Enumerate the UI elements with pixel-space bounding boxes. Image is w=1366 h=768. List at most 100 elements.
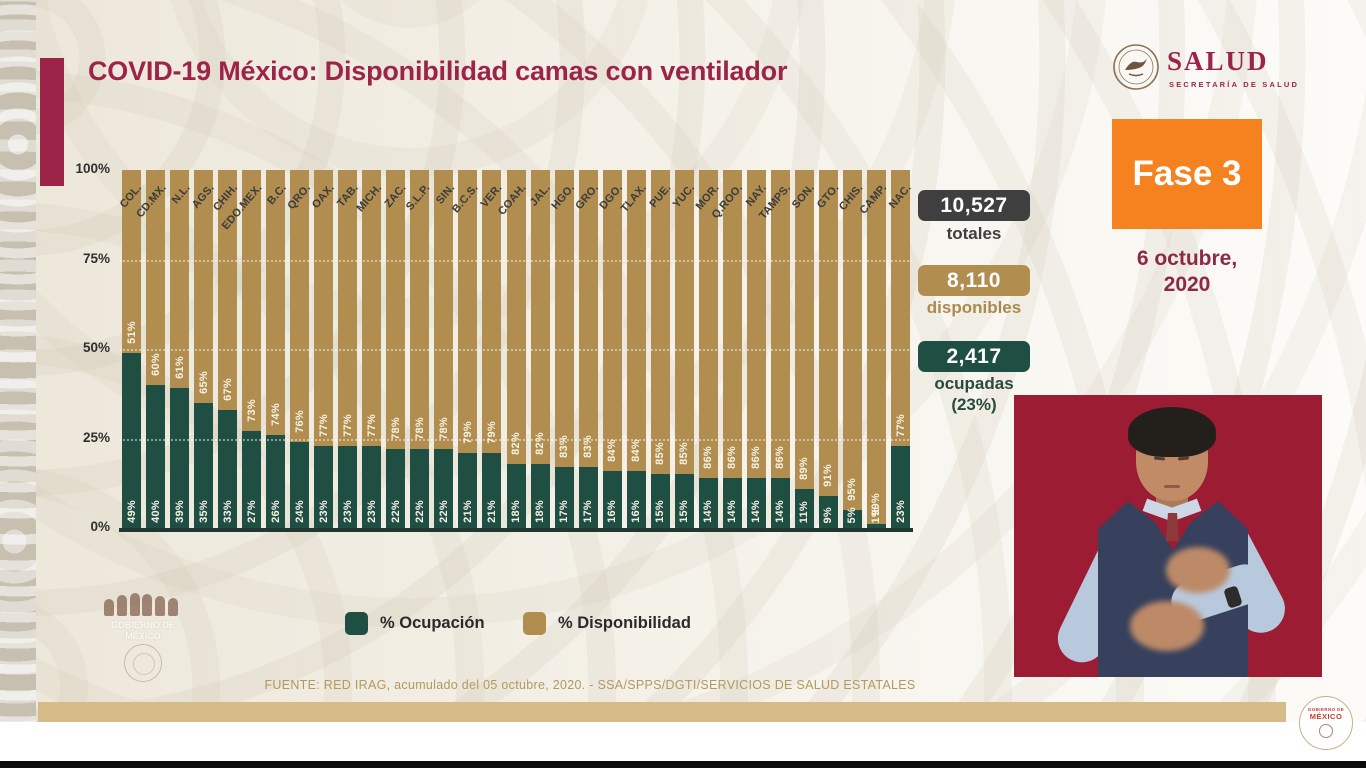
disponibilidad-segment [626,170,646,471]
heroes-figures-icon [104,592,178,616]
ocupacion-segment [554,467,574,528]
ocupacion-value-label: 14% [726,500,739,523]
ocupacion-segment [146,384,166,528]
ocupacion-segment [314,445,334,528]
bar-slp: 78% 22% S.L.P. [404,170,433,528]
ocupacion-segment [626,470,646,528]
ocupacion-segment [194,402,214,528]
watermark-text: GOBIERNO DE MÉXICO [110,620,175,641]
interpreter-mouth [1164,485,1180,488]
ocupacion-value-label: 14% [750,500,763,523]
bar-mich: 77% 23% MICH. [355,170,385,528]
ocupacion-value-label: 15% [654,500,667,523]
disponibilidad-segment [314,170,334,446]
disponibilidad-value-label: 60% [149,352,162,376]
bar-qro: 76% 24% QRO. [285,170,313,528]
bar-tlax: 84% 16% TLAX. [619,170,649,528]
ocupacion-swatch-icon [345,612,368,635]
interpreter-hair [1128,407,1216,457]
bar-nl: 61% 39% N.L. [170,170,193,528]
ocupacion-segment [602,470,622,528]
ocupacion-value-label: 23% [365,500,378,523]
bar-jal: 82% 18% JAL. [528,170,553,528]
ocupacion-value-label: 23% [317,500,330,523]
disponibilidad-value-label: 65% [197,370,210,394]
disponibilidad-segment [434,170,454,450]
ocupacion-value-label: 49% [125,500,138,523]
ocupacion-segment [242,431,262,528]
disponibilidad-legend-label: % Disponibilidad [558,614,691,632]
disponibilidad-value-label: 78% [437,417,450,441]
totales-label: totales [946,224,1002,243]
ocupacion-segment [818,495,838,528]
ocupacion-segment [122,352,141,528]
bar-cdmx: 60% 40% CD.MX. [134,170,169,528]
disponibilidad-segment [266,170,286,435]
eagle-seal-icon [1113,44,1159,90]
ocupadas-badge: 2,417 [918,341,1030,372]
ocupacion-value-label: 14% [702,500,715,523]
disponibilidad-segment [218,170,238,410]
ocupacion-segment [506,463,526,528]
bar-nac: 77% 23% NAC. [887,170,914,528]
disponibilidad-segment [242,170,262,432]
disponibilidad-swatch-icon [523,612,546,635]
ocupacion-value-label: 24% [293,500,306,523]
legend-item-ocupacion: % Ocupación [345,612,485,635]
x-axis-baseline [119,528,913,532]
ocupacion-segment [290,442,310,528]
bar-hgo: 83% 17% HGO. [549,170,577,528]
presentation-slide: COVID-19 México: Disponibilidad camas co… [0,0,1366,722]
disponibilidad-value-label: 85% [654,442,667,466]
source-citation: FUENTE: RED IRAG, acumulado del 05 octub… [264,678,916,692]
bar-bcs: 79% 21% B.C.S. [450,170,481,528]
ocupacion-value-label: 17% [558,500,571,523]
ocupacion-value-label: 27% [245,500,258,523]
disponibilidad-segment [530,170,550,464]
disponibilidad-segment [891,170,910,446]
ocupacion-segment [362,445,382,528]
ocupacion-value-label: 40% [149,500,162,523]
y-tick-label: 75% [82,250,110,266]
page-title: COVID-19 México: Disponibilidad camas co… [88,56,788,86]
ocupacion-value-label: 1% [870,506,883,524]
ocupacion-value-label: 18% [510,500,522,523]
ocupacion-segment [458,452,478,528]
ocupacion-segment [794,488,814,528]
date-line-2: 2020 [1163,273,1211,297]
salud-logo: SALUD SECRETARÍA DE SALUD [1105,40,1325,98]
disponibilidad-value-label: 82% [534,431,547,455]
ocupacion-value-label: 26% [269,500,282,523]
disponibilidad-segment [338,170,358,446]
ocupacion-segment [842,510,862,528]
disponibilidad-segment [674,170,694,475]
footer-gold-bar [38,702,1286,722]
ocupacion-value-label: 16% [630,500,643,523]
salud-subtitle: SECRETARÍA DE SALUD [1169,80,1300,89]
bar-ags: 65% 35% AGS. [190,170,217,528]
disponibilidad-segment [746,170,766,478]
disponibilidad-segment [122,170,141,353]
ocupacion-value-label: 21% [461,500,474,523]
gobierno-mexico-badge: GOBIERNO DE MÉXICO [1299,696,1353,750]
disponibilidad-value-label: 73% [245,399,258,423]
disponibilidad-segment [458,170,478,453]
gridline [120,438,912,441]
y-tick-label: 25% [82,429,110,445]
disponibilidad-value-label: 76% [293,410,306,434]
watermark-seal-icon [124,644,162,682]
ocupacion-segment [410,449,430,528]
disponibilidad-value-label: 95% [846,478,859,502]
disponibilidad-value-label: 91% [822,463,835,487]
bars-container: 51% 49% COL. 60% 40% CD.MX. 61% 39% N.L. 65% 35% AG… [118,170,914,528]
disponibilidad-segment [650,170,670,475]
disponibilidad-segment [482,170,502,453]
bar-ver: 79% 21% VER. [479,170,505,528]
disponibilidad-segment [602,170,622,471]
disponibilidad-segment [722,170,742,478]
bar-camp: 99% 1% CAMP. [858,170,889,528]
disponibilidad-segment [818,170,838,496]
disponibilidad-segment [386,170,406,450]
disponibilidad-segment [866,170,886,525]
ocupacion-value-label: 23% [894,500,907,523]
